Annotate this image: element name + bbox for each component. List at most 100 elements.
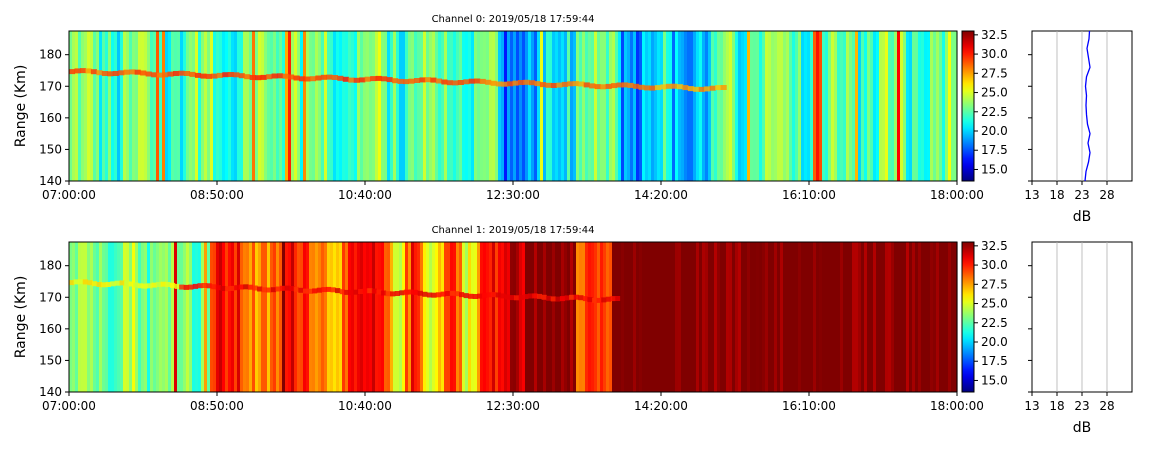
heatmap-column: [582, 31, 586, 181]
heatmap-column: [873, 242, 877, 392]
echo-layer-segment: [564, 295, 570, 301]
colorbar-tick-label: 25.0: [981, 86, 1008, 100]
heatmap-column: [606, 242, 610, 392]
heatmap-column: [189, 242, 193, 392]
echo-layer-segment: [169, 282, 176, 288]
heatmap-column: [261, 31, 265, 181]
heatmap-column: [159, 242, 163, 392]
heatmap-column: [72, 31, 76, 181]
heatmap-column: [483, 31, 487, 181]
echo-layer-segment: [605, 296, 611, 302]
echo-layer-segment: [527, 293, 533, 299]
heatmap-column: [225, 242, 229, 392]
echo-layer-segment: [293, 75, 300, 81]
heatmap-column: [573, 31, 577, 181]
heatmap-column: [237, 242, 241, 392]
heatmap-column: [483, 242, 487, 392]
heatmap-column: [78, 242, 82, 392]
channel-0-heatmap: [69, 31, 958, 181]
profile-x-tick-label: 28: [1099, 188, 1114, 202]
echo-layer-segment: [261, 287, 267, 293]
echo-layer-segment: [472, 294, 478, 299]
heatmap-column: [720, 242, 724, 392]
echo-layer-segment: [342, 76, 349, 82]
echo-layer-segment: [687, 86, 694, 92]
heatmap-column: [414, 242, 418, 392]
heatmap-column: [288, 31, 292, 181]
heatmap-column: [327, 31, 331, 181]
echo-layer-segment: [582, 296, 589, 302]
heatmap-column: [87, 31, 91, 181]
heatmap-column: [138, 31, 142, 181]
echo-layer-segment: [376, 289, 382, 295]
heatmap-column: [192, 31, 196, 181]
heatmap-column: [927, 31, 931, 181]
heatmap-column: [249, 242, 253, 392]
heatmap-column: [762, 31, 766, 181]
heatmap-column: [486, 31, 490, 181]
echo-layer-segment: [162, 72, 169, 78]
heatmap-column: [99, 242, 103, 392]
echo-layer-segment: [676, 84, 683, 90]
heatmap-column: [69, 31, 73, 181]
echo-layer-segment: [315, 75, 322, 81]
heatmap-column: [771, 31, 775, 181]
heatmap-column: [558, 31, 562, 181]
heatmap-column: [597, 31, 601, 181]
heatmap-column: [801, 242, 805, 392]
x-tick-label: 08:50:00: [190, 188, 244, 202]
heatmap-column: [603, 242, 607, 392]
echo-layer-segment: [309, 76, 317, 82]
heatmap-column: [222, 242, 226, 392]
echo-layer-segment: [101, 71, 108, 76]
heatmap-column: [501, 242, 505, 392]
heatmap-column: [702, 242, 706, 392]
heatmap-column: [849, 242, 853, 392]
heatmap-column: [840, 31, 844, 181]
echo-layer-segment: [188, 284, 194, 290]
echo-layer-segment: [320, 74, 327, 80]
heatmap-column: [651, 31, 655, 181]
heatmap-column: [843, 242, 847, 392]
heatmap-column: [915, 31, 919, 181]
echo-layer-segment: [610, 296, 616, 302]
heatmap-column: [174, 31, 178, 181]
echo-layer-segment: [101, 282, 107, 288]
heatmap-column: [873, 31, 877, 181]
heatmap-column: [639, 31, 643, 181]
echo-layer-segment: [622, 82, 629, 88]
heatmap-column: [594, 31, 598, 181]
heatmap-column: [342, 242, 346, 392]
heatmap-column: [213, 242, 217, 392]
heatmap-column: [810, 242, 814, 392]
heatmap-column: [90, 242, 94, 392]
heatmap-column: [492, 31, 496, 181]
heatmap-column: [519, 31, 523, 181]
echo-layer-segment: [435, 78, 442, 84]
profile-x-tick-label: 13: [1024, 188, 1039, 202]
echo-layer-segment: [302, 288, 309, 294]
echo-layer-segment: [247, 284, 254, 290]
echo-layer-segment: [178, 70, 185, 76]
heatmap-column: [261, 242, 265, 392]
echo-layer-segment: [205, 73, 212, 79]
heatmap-column: [285, 31, 289, 181]
heatmap-column: [99, 31, 103, 181]
echo-layer-segment: [321, 287, 327, 293]
heatmap-column: [648, 242, 652, 392]
heatmap-column: [81, 31, 85, 181]
echo-layer-segment: [392, 78, 399, 84]
heatmap-column: [219, 31, 223, 181]
echo-layer-segment: [298, 287, 304, 293]
heatmap-column: [237, 31, 241, 181]
heatmap-column: [168, 31, 172, 181]
heatmap-column: [105, 242, 109, 392]
heatmap-column: [609, 242, 613, 392]
echo-layer-segment: [458, 292, 465, 298]
heatmap-column: [504, 242, 508, 392]
echo-layer-segment: [249, 75, 256, 80]
heatmap-column: [639, 242, 643, 392]
heatmap-column: [879, 31, 883, 181]
heatmap-column: [702, 31, 706, 181]
heatmap-column: [444, 242, 448, 392]
